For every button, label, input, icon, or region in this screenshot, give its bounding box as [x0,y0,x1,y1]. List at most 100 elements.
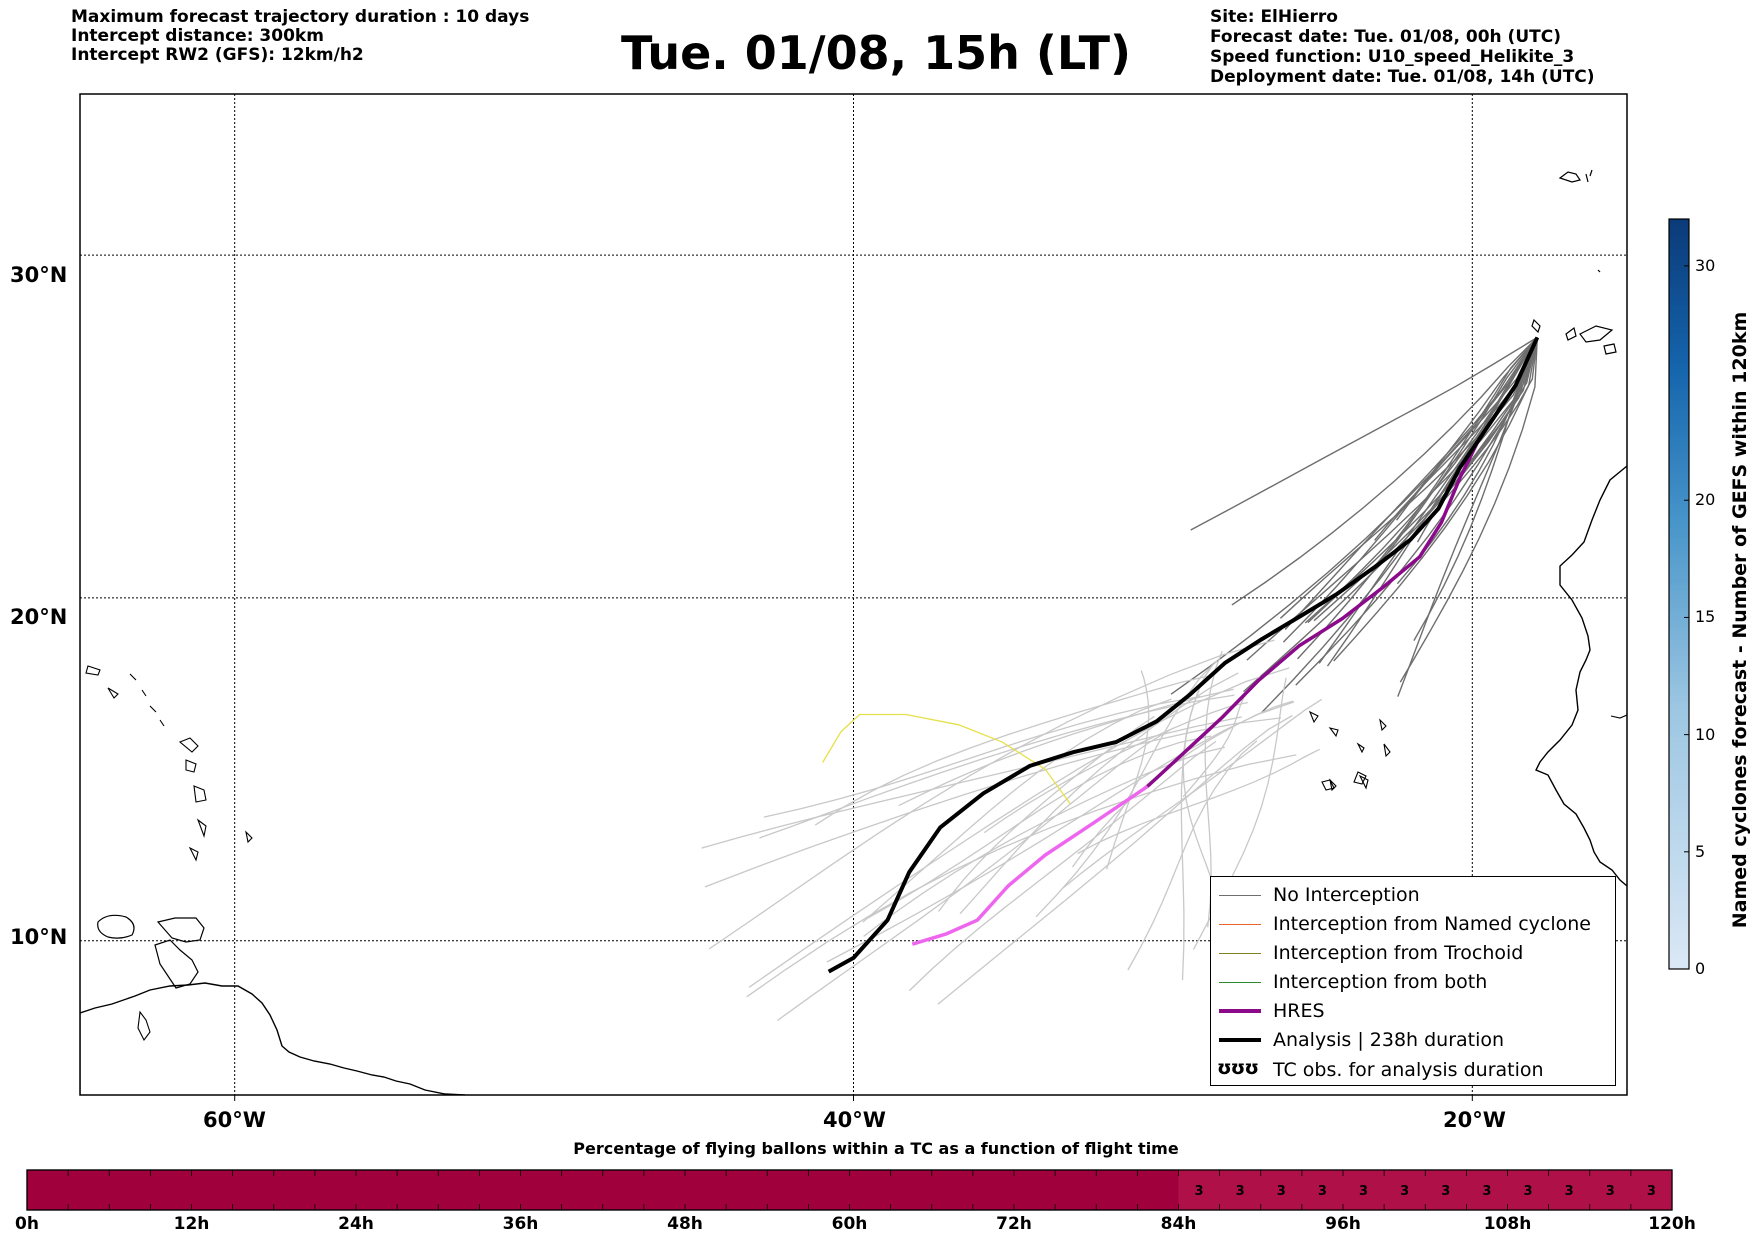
ensemble-trajectory-far [1182,690,1213,882]
ensemble-trajectory-far [867,735,1212,919]
ensemble-trajectory [1304,337,1538,624]
ensemble-trajectory-far [908,740,1217,992]
header-info-line-1: Maximum forecast trajectory duration : 1… [71,7,530,27]
ensemble-trajectory [1231,336,1538,606]
time-bar-percent-label: 3 [1400,1184,1409,1199]
time-bar-hour-label: 12h [173,1214,210,1234]
header-info-line-3: Intercept RW2 (GFS): 12km/h2 [71,45,364,65]
lat-label-20n: 20°N [10,605,68,629]
ensemble-trajectory-far [708,639,1275,950]
ensemble-trajectory [1296,336,1538,660]
colorbar-tick-label: 5 [1695,841,1706,861]
ensemble-trajectory [1261,337,1538,713]
ensemble-trajectory-far [938,715,1155,912]
ensemble-trajectory-far [763,695,1201,818]
colorbar-tick-label: 30 [1695,255,1716,275]
legend-item-tc-obs: ʊʊʊ TC obs. for analysis duration [1211,1057,1615,1084]
lon-label-60w: 60°W [203,1108,266,1132]
analysis-line [827,336,1540,974]
map-frame [79,93,1628,1096]
time-bar-hour-label: 84h [1160,1214,1197,1234]
speed-function-label: Speed function: U10_speed_Helikite_3 [1210,47,1575,67]
ensemble-trajectory-far [937,714,1293,1005]
time-bar-hour-label: 96h [1325,1214,1361,1234]
colorbar-title: Named cyclones forecast - Number of GEFS… [1729,311,1751,929]
legend-item-hres: HRES [1211,999,1615,1025]
legend-label: TC obs. for analysis duration [1273,1059,1544,1081]
legend-label: Interception from Named cyclone [1273,913,1591,935]
ensemble-trajectory-far [959,672,1239,915]
colorbar-tick-label: 15 [1695,607,1716,627]
time-bar-hour-label: 36h [502,1214,539,1234]
time-bar-title: Percentage of flying ballons within a TC… [573,1139,1179,1158]
ensemble-trajectory-far [1127,740,1258,971]
ensemble-trajectory [1279,337,1538,619]
ensemble-trajectory-far [748,667,1290,988]
forecast-date-label: Forecast date: Tue. 01/08, 00h (UTC) [1210,27,1561,47]
legend-item-trochoid: Interception from Trochoid [1211,941,1615,967]
ensemble-trajectory [1170,337,1538,695]
ensemble-trajectory [1372,336,1538,570]
site-label: Site: ElHierro [1210,7,1338,27]
time-bar-percent-label: 3 [1606,1184,1615,1199]
legend-swatch [1219,895,1261,896]
cyclone-symbol-icon: ʊʊʊ [1217,1057,1259,1079]
ensemble-trajectory-far [759,694,1235,839]
lat-label-10n: 10°N [10,925,68,949]
ensemble-trajectory-far [983,701,1248,834]
ensemble-trajectory-far [826,701,1295,963]
ensemble-trajectory-far [1182,685,1254,798]
time-bar-hour-label: 108h [1483,1214,1532,1234]
time-bar-percent-label: 3 [1277,1184,1286,1199]
legend-item-no-interception: No Interception [1211,883,1615,909]
ensemble-trajectory [1282,336,1538,643]
time-bar-percent-label: 3 [1565,1184,1574,1199]
ensemble-trajectory [1399,337,1538,683]
time-bar: 3 3 3 3 3 3 3 3 3 3 3 3 [26,1169,1673,1211]
legend-item-analysis: Analysis | 238h duration [1211,1028,1615,1054]
legend-item-both: Interception from both [1211,970,1615,996]
time-bar-fill-tc [1178,1170,1672,1210]
legend-label: No Interception [1273,884,1420,906]
legend-label: Analysis | 238h duration [1273,1029,1505,1051]
lon-label-20w: 20°W [1443,1108,1506,1132]
ensemble-trajectory [1284,337,1538,630]
colorbar-tick-label: 20 [1695,490,1716,510]
colorbar-tick-label: 10 [1695,724,1716,744]
time-bar-frame [26,1169,1673,1211]
time-bar-percent-label: 3 [1236,1184,1245,1199]
hres-line-near [1146,439,1481,788]
ensemble-trajectory [1397,337,1538,697]
ensemble-trajectory-far [1071,700,1294,868]
ensemble-trajectory-far [746,754,1297,998]
deployment-date-label: Deployment date: Tue. 01/08, 14h (UTC) [1210,67,1595,87]
lon-label-40w: 40°W [823,1108,886,1132]
colorbar-tick-label: 0 [1695,959,1706,978]
legend-label: Interception from both [1273,971,1488,993]
coastlines [80,169,1627,1095]
time-bar-hour-label: 72h [996,1214,1032,1234]
legend-label: Interception from Trochoid [1273,942,1524,964]
legend-swatch [1219,953,1261,954]
time-bar-hour-label: 24h [338,1214,374,1234]
ensemble-trajectory-far [704,717,1282,888]
header-info-line-2: Intercept distance: 300km [71,26,324,46]
ensemble-trajectory [1190,336,1538,531]
time-bar-hour-label: 60h [831,1214,868,1234]
hres-line-far [911,785,1149,946]
colorbar [1668,218,1690,970]
legend-swatch [1219,924,1261,925]
ensemble-trajectory-far [1062,698,1323,889]
time-bar-hour-label: 48h [667,1214,703,1234]
ensemble-trajectory-far [701,716,1242,849]
ensemble-trajectory-far [777,727,1174,1022]
time-bar-percent-label: 3 [1195,1184,1204,1199]
legend-swatch [1219,1009,1261,1013]
lat-label-30n: 30°N [10,263,68,287]
trajectories [701,336,1540,1022]
time-bar-hour-label: 0h [15,1214,39,1234]
time-bar-percent-label: 3 [1359,1184,1368,1199]
time-bar-percent-label: 3 [1441,1184,1450,1199]
legend-item-named-cyclone: Interception from Named cyclone [1211,912,1615,938]
